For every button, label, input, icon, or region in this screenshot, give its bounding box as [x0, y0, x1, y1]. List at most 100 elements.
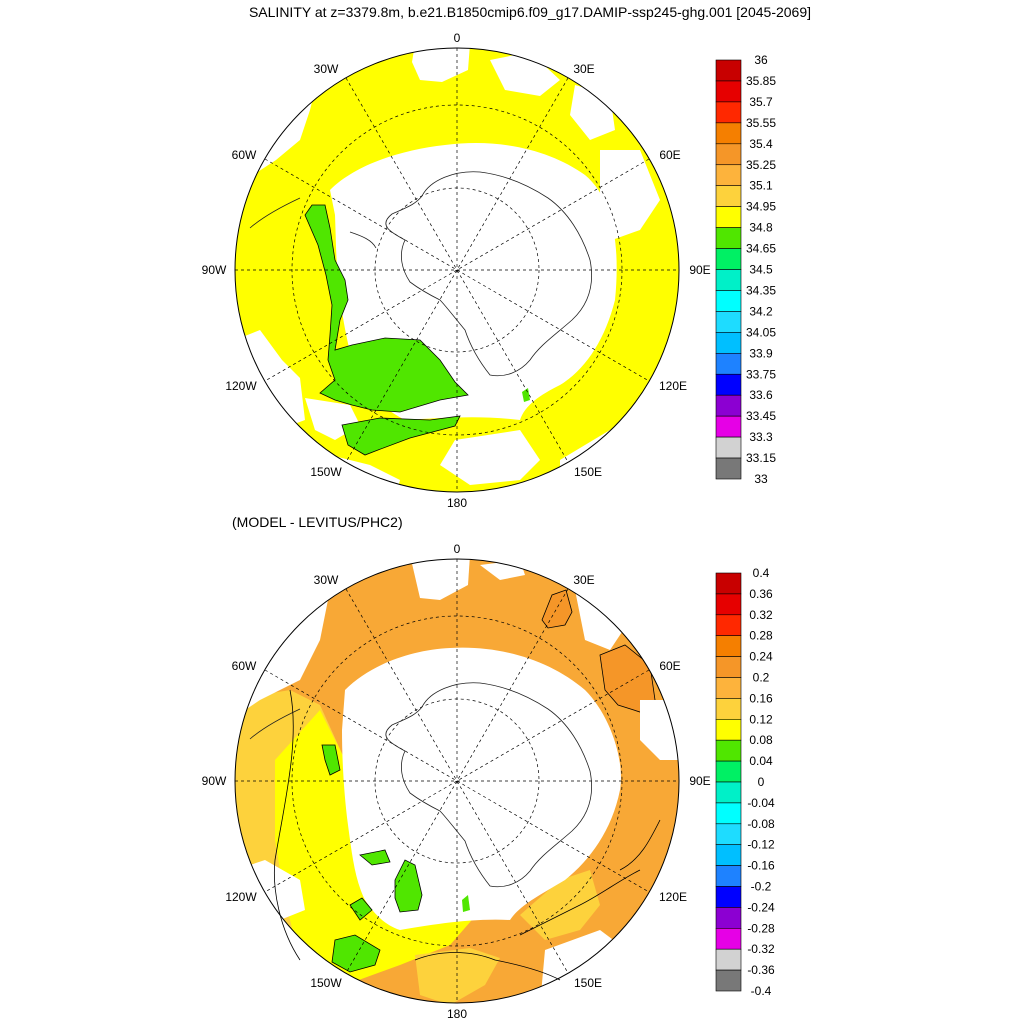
- salinity-colorbar-tick-label: 35.85: [746, 74, 776, 88]
- difference-colorbar-tick-label: -0.16: [747, 859, 775, 873]
- difference-colorbar-tick-label: -0.12: [747, 838, 775, 852]
- label-150w: 150W: [310, 465, 342, 479]
- difference-colorbar-tick-label: 0.12: [749, 712, 773, 726]
- difference-colorbar-tick-label: 0.16: [749, 691, 773, 705]
- label-30w: 30W: [314, 62, 339, 76]
- salinity-colorbar-swatch: [715, 164, 742, 187]
- salinity-colorbar-swatch: [715, 269, 742, 291]
- difference-colorbar-swatch: [715, 593, 742, 616]
- positive-anomaly-contour-region: [541, 589, 573, 629]
- salinity-colorbar-swatch: [715, 122, 742, 145]
- label-150e: 150E: [574, 976, 602, 990]
- salinity-colorbar-tick-label: 35.1: [749, 179, 773, 193]
- label-90w: 90W: [202, 263, 227, 277]
- graticule: [235, 48, 679, 492]
- salinity-colorbar-tick-label: 35.25: [746, 158, 776, 172]
- difference-map: 0 30W 30E 60W 60E 90W 90E 120W 120E 150W…: [202, 542, 711, 1021]
- label-120e: 120E: [659, 890, 687, 904]
- anomaly-contours: [274, 689, 661, 981]
- salinity-colorbar-tick-label: 34.65: [746, 242, 776, 256]
- difference-panel-title: (MODEL - LEVITUS/PHC2): [232, 514, 403, 530]
- salinity-colorbar-swatch: [715, 143, 742, 166]
- salinity-colorbar-tick-label: 34.2: [749, 304, 773, 318]
- label-60w: 60W: [232, 659, 257, 673]
- small-low-salinity-patch: [522, 388, 530, 402]
- salinity-colorbar-tick-label: 33.75: [746, 367, 776, 381]
- difference-colorbar-swatch: [715, 614, 742, 636]
- difference-colorbar-tick-label: 0.2: [753, 671, 770, 685]
- difference-colorbar-swatch: [715, 572, 742, 595]
- salinity-colorbar-swatch: [715, 373, 742, 396]
- difference-colorbar-tick-label: -0.28: [747, 921, 775, 935]
- south-light-orange-region: [415, 948, 500, 1003]
- difference-colorbar-swatch: [715, 718, 742, 741]
- salinity-colorbar-tick-label: 33.45: [746, 409, 776, 423]
- salinity-colorbar-tick-label: 33.9: [749, 346, 773, 360]
- difference-colorbar-tick-label: -0.04: [747, 796, 775, 810]
- salinity-colorbar-tick-label: 36: [754, 53, 768, 67]
- label-60e: 60E: [659, 659, 680, 673]
- salinity-colorbar-tick-label: 33.15: [746, 451, 776, 465]
- label-120e: 120E: [659, 379, 687, 393]
- salinity-colorbar-swatch: [715, 290, 742, 312]
- salinity-colorbar-tick-label: 33.3: [749, 430, 773, 444]
- label-30e: 30E: [573, 573, 594, 587]
- label-90e: 90E: [689, 263, 710, 277]
- salinity-colorbar-tick-label: 34.95: [746, 200, 776, 214]
- salinity-colorbar-swatch: [715, 436, 742, 459]
- difference-colorbar-tick-label: -0.24: [747, 900, 775, 914]
- difference-colorbar-swatch: [715, 781, 742, 804]
- label-30w: 30W: [314, 573, 339, 587]
- label-90w: 90W: [202, 774, 227, 788]
- salinity-colorbar-tick-label: 34.5: [749, 263, 773, 277]
- difference-colorbar-tick-label: -0.2: [751, 880, 772, 894]
- salinity-map: 0 30W 30E 60W 60E 90W 90E 120W 120E 150W…: [202, 31, 711, 510]
- salinity-colorbar-tick-label: 34.05: [746, 325, 776, 339]
- difference-colorbar-tick-label: 0: [758, 775, 765, 789]
- difference-colorbar-swatch: [715, 698, 742, 720]
- salinity-colorbar-swatch: [715, 185, 742, 207]
- difference-colorbar-swatch: [715, 656, 742, 678]
- peninsula-coastline: [249, 708, 301, 740]
- label-0: 0: [454, 31, 461, 45]
- difference-colorbar-tick-label: -0.32: [747, 942, 775, 956]
- salinity-colorbar-swatch: [715, 311, 742, 333]
- salinity-colorbar-tick-label: 34.8: [749, 221, 773, 235]
- graticule: [235, 559, 679, 1003]
- salinity-colorbar-swatch: [715, 394, 742, 417]
- difference-colorbar-swatch: [715, 802, 742, 825]
- small-near-zero-patch: [462, 895, 470, 912]
- near-zero-anomaly-regions: [321, 744, 423, 973]
- difference-colorbar-tick-label: -0.4: [751, 984, 772, 998]
- difference-colorbar-swatch: [715, 677, 742, 699]
- difference-colorbar-swatch: [715, 844, 742, 866]
- label-30e: 30E: [573, 62, 594, 76]
- difference-colorbar-tick-label: 0.24: [749, 650, 773, 664]
- difference-colorbar-swatch: [715, 760, 742, 783]
- salinity-colorbar-swatch: [715, 415, 742, 438]
- difference-colorbar-swatch: [715, 927, 742, 950]
- salinity-colorbar-tick-label: 35.55: [746, 116, 776, 130]
- difference-colorbar-tick-label: 0.08: [749, 733, 773, 747]
- label-120w: 120W: [225, 379, 257, 393]
- label-180: 180: [447, 496, 467, 510]
- salinity-colorbar-swatch: [715, 332, 742, 354]
- southeast-light-orange-region: [520, 870, 600, 940]
- difference-colorbar-swatch: [715, 948, 742, 971]
- difference-colorbar-tick-label: -0.36: [747, 963, 775, 977]
- peninsula-coastline: [249, 197, 377, 249]
- antarctica-coastline: [385, 682, 592, 888]
- salinity-colorbar-tick-label: 35.4: [749, 137, 773, 151]
- salinity-colorbar-swatch: [715, 227, 742, 249]
- difference-colorbar-tick-label: 0.04: [749, 754, 773, 768]
- label-180: 180: [447, 1007, 467, 1021]
- salinity-colorbar-tick-label: 33.6: [749, 388, 773, 402]
- salinity-colorbar-swatch: [715, 59, 742, 82]
- difference-colorbar-swatch: [715, 635, 742, 657]
- salinity-colorbar-swatch: [715, 352, 742, 375]
- label-90e: 90E: [689, 774, 710, 788]
- chart-title: SALINITY at z=3379.8m, b.e21.B1850cmip6.…: [248, 4, 812, 20]
- antarctica-coastline: [385, 171, 592, 377]
- difference-colorbar-tick-label: 0.28: [749, 629, 773, 643]
